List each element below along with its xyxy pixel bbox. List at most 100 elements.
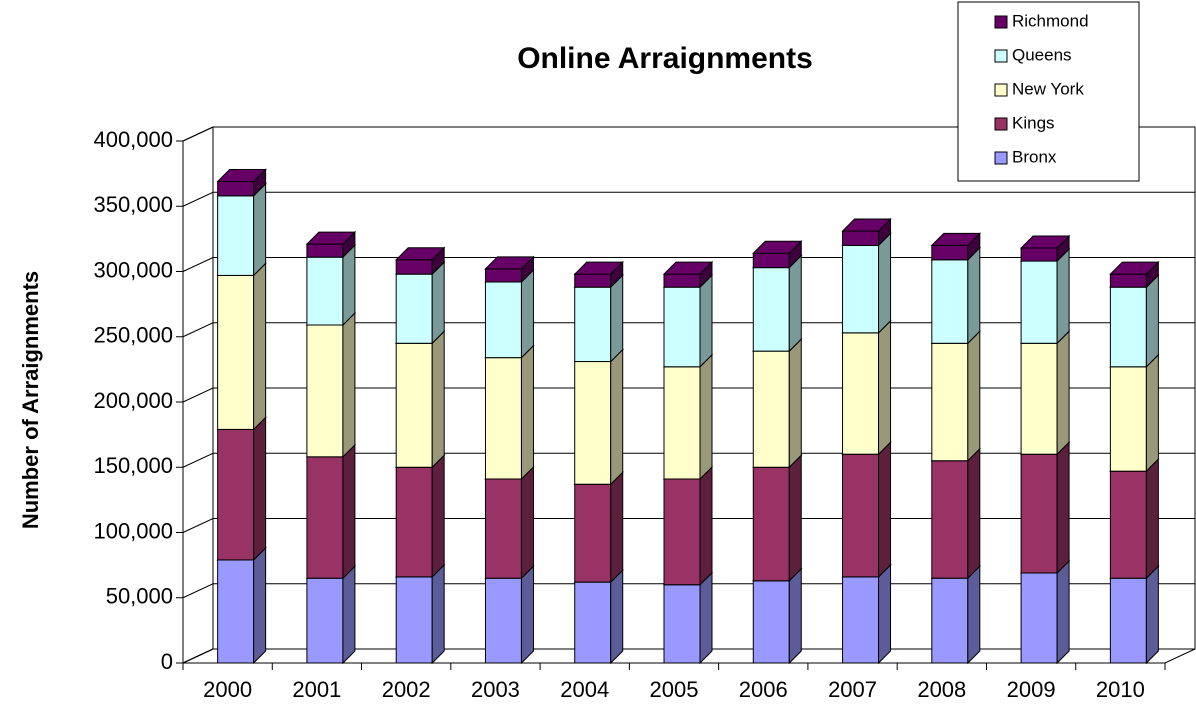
bar-side: [1056, 247, 1070, 345]
x-tick-label: 2008: [917, 677, 966, 702]
bar-side: [342, 311, 356, 459]
legend-swatch: [994, 15, 1008, 29]
bar-side: [610, 348, 624, 486]
bar-side: [1145, 457, 1159, 580]
bar: [663, 366, 701, 480]
bar: [1109, 286, 1147, 368]
bar-side: [699, 273, 713, 368]
bar: [306, 256, 344, 326]
x-tick-label: 2009: [1007, 677, 1056, 702]
bar: [395, 576, 433, 664]
bar: [842, 576, 880, 664]
bar: [752, 466, 790, 582]
legend-label: Bronx: [1012, 147, 1057, 166]
bar: [484, 268, 522, 283]
bar-side: [342, 443, 356, 580]
bar: [931, 342, 969, 462]
legend-box: [957, 1, 1140, 182]
bar: [1020, 247, 1058, 262]
bar: [574, 483, 612, 583]
bar-side: [967, 330, 981, 462]
bar: [217, 195, 255, 276]
bar-side: [342, 243, 356, 327]
x-tick-label: 2007: [828, 677, 877, 702]
y-tick-label: 50,000: [106, 584, 173, 609]
bar-side: [788, 254, 802, 353]
bar: [663, 584, 701, 664]
bar-top: [394, 247, 446, 261]
x-tick-label: 2003: [471, 677, 520, 702]
bar: [1109, 273, 1147, 288]
bar-side: [788, 337, 802, 469]
bar-side: [610, 568, 624, 665]
bar-side: [253, 546, 267, 665]
legend-label: Richmond: [1012, 11, 1089, 30]
bar: [217, 274, 255, 430]
bar-top: [1019, 235, 1071, 249]
bar-side: [520, 268, 534, 359]
y-tick-label: 300,000: [93, 257, 173, 282]
bar: [395, 342, 433, 468]
y-tick-label: 200,000: [93, 388, 173, 413]
bar-side: [967, 246, 981, 345]
bar: [306, 456, 344, 579]
y-tick-label: 400,000: [93, 127, 173, 152]
bar: [484, 478, 522, 579]
bar: [395, 273, 433, 344]
x-tick-label: 2004: [560, 677, 609, 702]
bar-side: [431, 454, 445, 579]
bar-side: [878, 563, 892, 665]
x-tick-label: 2000: [203, 677, 252, 702]
bar: [931, 259, 969, 344]
bar-side: [788, 567, 802, 665]
legend-label: Kings: [1012, 113, 1055, 132]
bar-side: [431, 563, 445, 665]
bar-side: [253, 182, 267, 277]
bar: [1109, 577, 1147, 664]
bar: [663, 273, 701, 288]
bar: [663, 286, 701, 368]
bar-side: [1145, 273, 1159, 368]
bar-side: [520, 465, 534, 580]
bar: [1020, 342, 1058, 455]
bar: [574, 273, 612, 288]
bar-side: [967, 447, 981, 580]
bar: [484, 577, 522, 664]
bar-side: [1056, 559, 1070, 665]
grid-line: [182, 126, 1195, 142]
bar: [842, 244, 880, 334]
y-axis-label: Number of Arraignments: [18, 271, 43, 529]
bar-side: [253, 262, 267, 431]
y-tick-label: 250,000: [93, 323, 173, 348]
bar-side: [342, 564, 356, 665]
bar: [1020, 572, 1058, 664]
bar: [484, 357, 522, 480]
bar: [484, 281, 522, 359]
bar: [217, 559, 255, 664]
y-tick-label: 150,000: [93, 453, 173, 478]
bar: [395, 466, 433, 578]
bar-side: [610, 273, 624, 363]
bar-top: [930, 232, 982, 246]
bar: [931, 460, 969, 579]
bar-side: [699, 571, 713, 665]
grid-line: [182, 191, 1195, 207]
bar-side: [1145, 353, 1159, 473]
bar: [752, 580, 790, 664]
bar: [306, 324, 344, 458]
bar-side: [788, 454, 802, 582]
bar: [752, 252, 790, 269]
bar-side: [431, 260, 445, 345]
bar: [574, 286, 612, 363]
bar-side: [967, 564, 981, 665]
bar-top: [305, 231, 357, 245]
x-tick-label: 2006: [739, 677, 788, 702]
bar: [931, 577, 969, 664]
bar: [752, 267, 790, 352]
bar-top: [573, 261, 624, 275]
x-tick-label: 2001: [292, 677, 341, 702]
bar: [306, 243, 344, 258]
bar: [1020, 453, 1058, 574]
bar: [842, 230, 880, 246]
